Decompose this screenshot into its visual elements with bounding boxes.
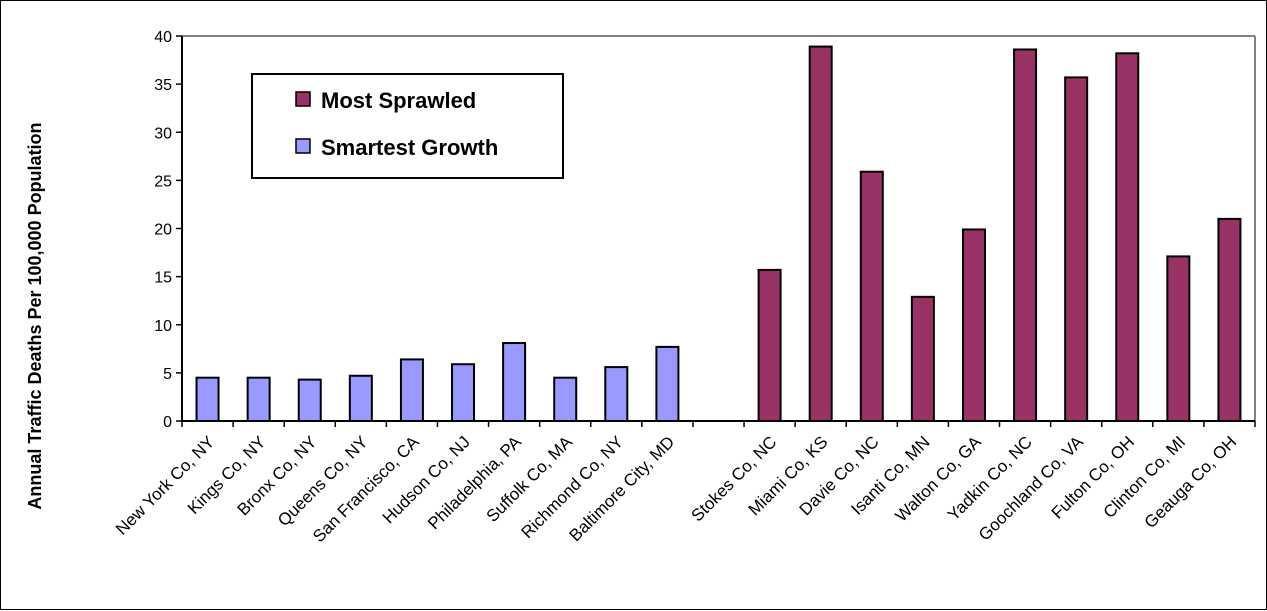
y-axis-label: Annual Traffic Deaths Per 100,000 Popula… [25, 122, 45, 509]
y-tick-label: 30 [154, 125, 172, 142]
y-tick-label: 25 [154, 173, 172, 190]
y-tick-label: 35 [154, 77, 172, 94]
y-tick-label: 0 [163, 414, 172, 431]
bars [195, 45, 1242, 423]
bar [502, 342, 527, 423]
category-label: Stokes Co, NC [687, 432, 780, 525]
bar [604, 366, 629, 423]
bar [1166, 255, 1191, 422]
bar [195, 376, 220, 422]
bar [1217, 217, 1242, 422]
y-tick-labels: 0 5 10 15 20 25 30 35 40 [154, 29, 172, 431]
bar [1115, 52, 1140, 422]
category-label: Queens Co, NY [274, 432, 372, 530]
bar [655, 345, 680, 423]
legend: Most Sprawled Smartest Growth [251, 73, 564, 179]
category-label: Philadelphia, PA [424, 432, 525, 533]
bar [553, 376, 578, 422]
y-tick-label: 5 [163, 366, 172, 383]
category-label: Geauga Co, OH [1141, 432, 1241, 532]
legend-label-most-sprawled: Most Sprawled [321, 88, 476, 113]
y-tick-label: 20 [154, 222, 172, 239]
bar [1064, 76, 1089, 422]
bar [399, 358, 424, 422]
y-tick-label: 40 [154, 29, 172, 46]
bar [910, 295, 935, 422]
legend-swatch-most-sprawled [295, 91, 311, 107]
bar [808, 45, 833, 423]
legend-label-smartest-growth: Smartest Growth [321, 135, 498, 160]
bar [297, 378, 322, 422]
bar [246, 376, 271, 422]
bar [859, 170, 884, 422]
bar [1013, 48, 1038, 422]
bar [961, 228, 986, 422]
legend-swatch-smartest-growth [295, 138, 311, 154]
y-tick-label: 15 [154, 270, 172, 287]
y-tick-label: 10 [154, 318, 172, 335]
bar [451, 363, 476, 422]
category-label: Hudson Co, NJ [379, 432, 474, 527]
bar [757, 268, 782, 423]
bar [348, 374, 373, 423]
